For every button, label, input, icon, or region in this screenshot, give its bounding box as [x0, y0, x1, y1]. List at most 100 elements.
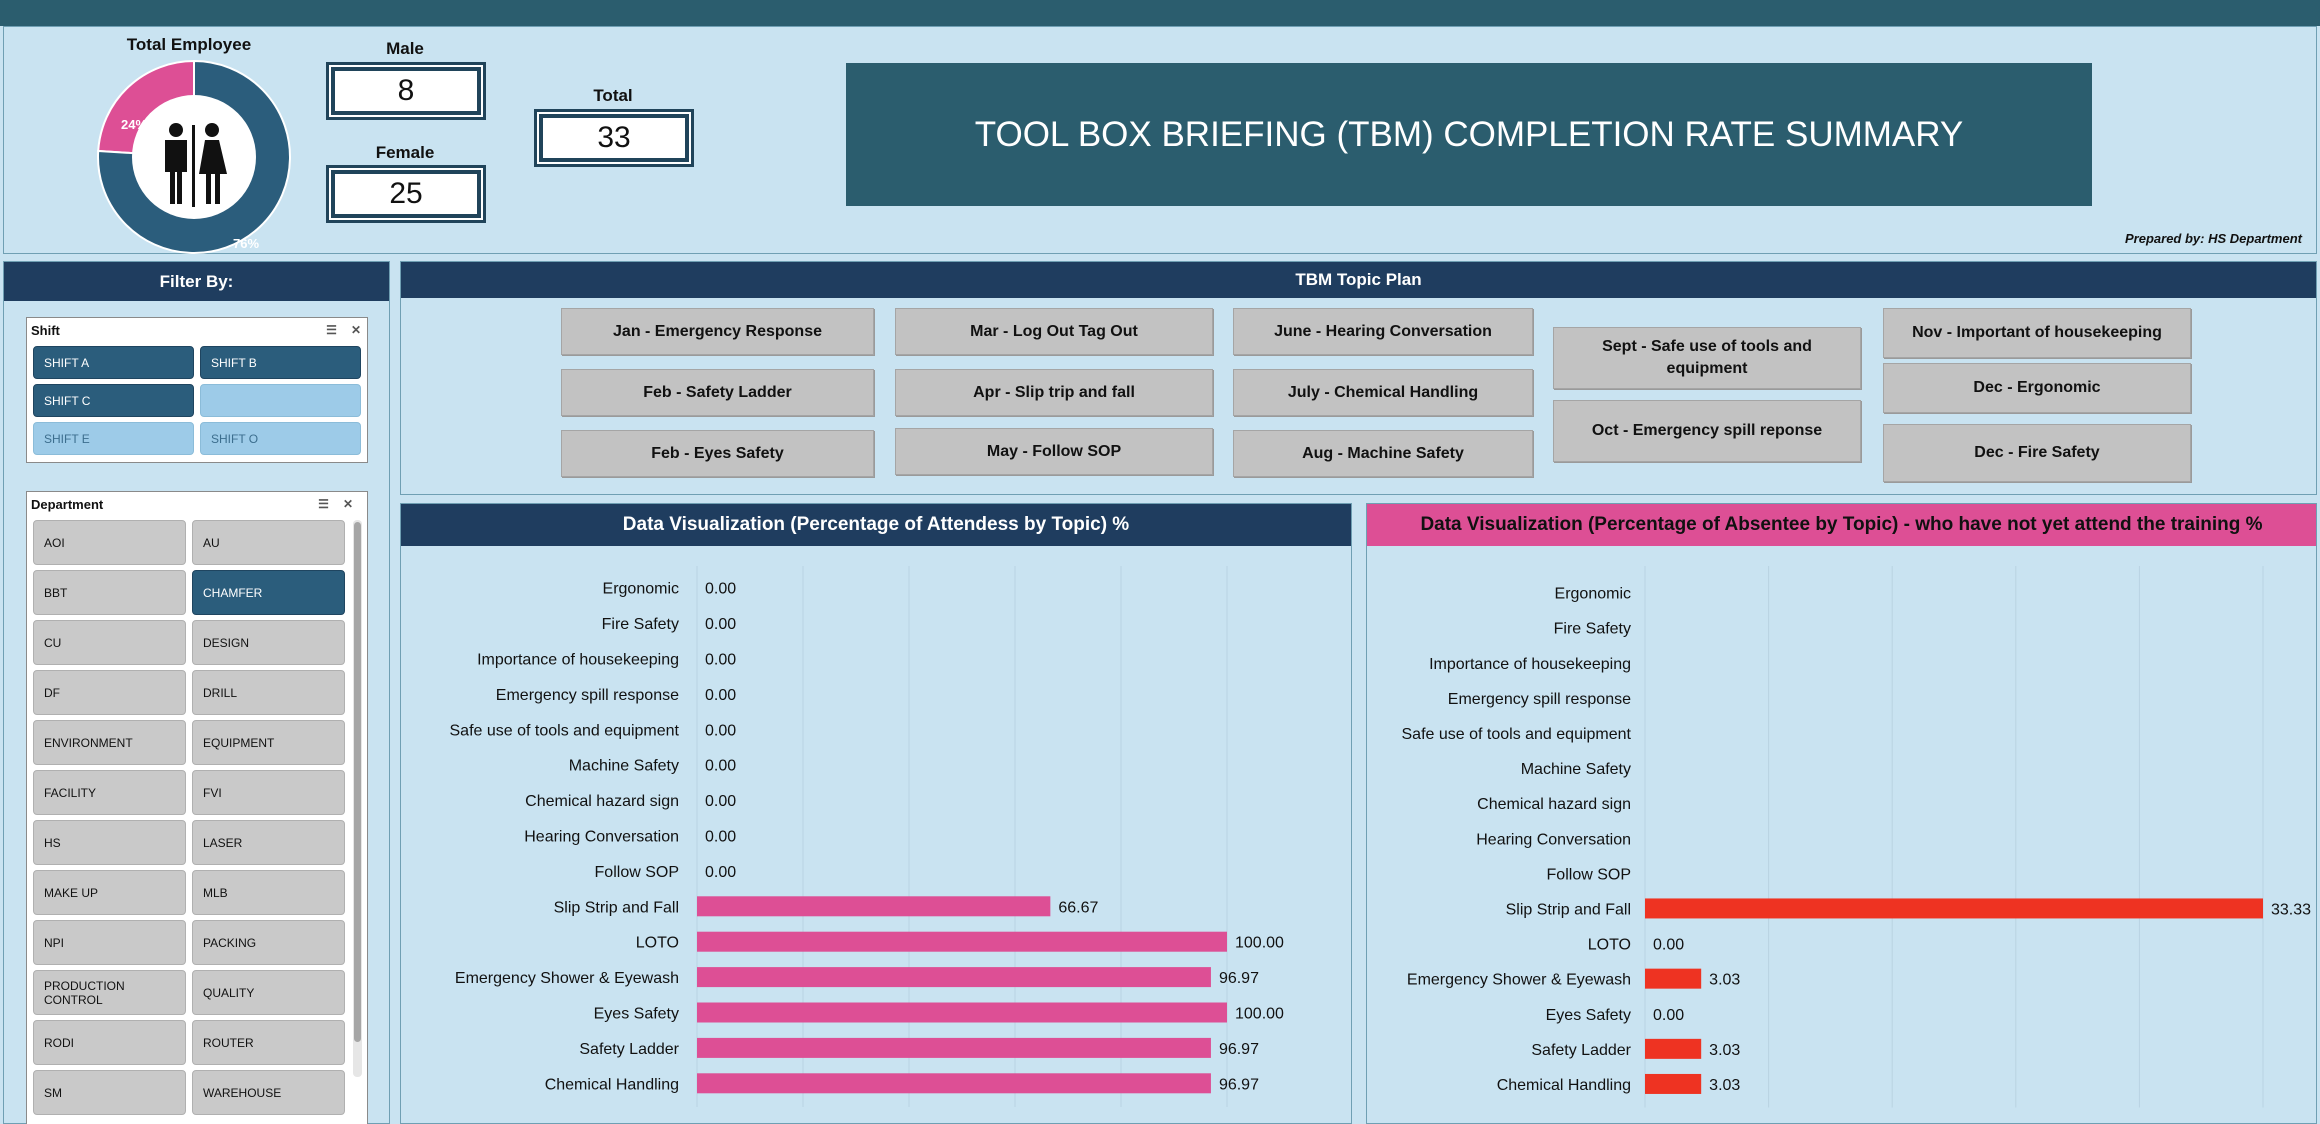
data-label: 0.00: [705, 722, 736, 739]
category-label: Hearing Conversation: [1476, 831, 1631, 848]
slicer-item[interactable]: SHIFT C: [33, 384, 194, 417]
donut-title: Total Employee: [126, 35, 252, 54]
attendee-bar-chart: Ergonomic 0.00 Fire Safety 0.00 Importance o…: [450, 566, 1284, 1107]
slicer-item[interactable]: DESIGN: [192, 620, 345, 665]
slicer-item[interactable]: WAREHOUSE: [192, 1070, 345, 1115]
slicer-item[interactable]: ROUTER: [192, 1020, 345, 1065]
bar: [697, 896, 1051, 917]
female-count: 25: [329, 168, 483, 220]
page-title: TOOL BOX BRIEFING (TBM) COMPLETION RATE …: [846, 63, 2092, 206]
category-label: Machine Safety: [1521, 761, 1631, 778]
topic-button[interactable]: Aug - Machine Safety: [1233, 430, 1533, 477]
category-label: Fire Safety: [602, 616, 679, 633]
category-label: Machine Safety: [569, 758, 679, 775]
department-scrollbar[interactable]: [353, 520, 362, 1077]
topic-button[interactable]: Oct - Emergency spill reponse: [1553, 400, 1861, 462]
slicer-item[interactable]: EQUIPMENT: [192, 720, 345, 765]
shift-items: SHIFT A SHIFT B SHIFT C SHIFT E SHIFT O: [33, 346, 361, 455]
topic-button[interactable]: Apr - Slip trip and fall: [895, 369, 1213, 416]
attendee-chart-title: Data Visualization (Percentage of Attend…: [401, 504, 1351, 546]
slicer-item[interactable]: MAKE UP: [33, 870, 186, 915]
data-label: 0.00: [1653, 937, 1684, 954]
slicer-item[interactable]: SM: [33, 1070, 186, 1115]
category-label: Emergency spill response: [1448, 691, 1631, 708]
data-label: 96.97: [1219, 1076, 1259, 1093]
category-label: LOTO: [1588, 937, 1631, 954]
topic-button[interactable]: May - Follow SOP: [895, 428, 1213, 475]
slicer-item[interactable]: SHIFT O: [200, 422, 361, 455]
slicer-item[interactable]: SHIFT A: [33, 346, 194, 379]
category-label: Emergency Shower & Eyewash: [1407, 972, 1631, 989]
data-label: 0.00: [705, 652, 736, 669]
category-label: Emergency Shower & Eyewash: [455, 970, 679, 987]
male-donut-slice: [97, 59, 291, 254]
data-label: 0.00: [705, 829, 736, 846]
scrollbar-thumb[interactable]: [354, 522, 361, 1042]
category-label: Safe use of tools and equipment: [450, 722, 680, 739]
slicer-item[interactable]: FACILITY: [33, 770, 186, 815]
slicer-item[interactable]: PACKING: [192, 920, 345, 965]
slicer-item[interactable]: PRODUCTION CONTROL: [33, 970, 186, 1015]
slicer-item[interactable]: BBT: [33, 570, 186, 615]
total-label: Total: [593, 86, 633, 105]
slicer-item[interactable]: DF: [33, 670, 186, 715]
slicer-item[interactable]: CHAMFER: [192, 570, 345, 615]
slicer-item[interactable]: RODI: [33, 1020, 186, 1065]
topic-button[interactable]: Feb - Safety Ladder: [561, 369, 874, 416]
department-items: AOI AU BBT CHAMFER CU DESIGN DF DRILL ENVIRONMEN…: [33, 520, 345, 1115]
topic-button[interactable]: July - Chemical Handling: [1233, 369, 1533, 416]
data-label: 96.97: [1219, 970, 1259, 987]
bar: [1645, 898, 2263, 919]
slicer-item[interactable]: [200, 384, 361, 417]
data-label: 0.00: [705, 687, 736, 704]
topic-button[interactable]: Dec - Fire Safety: [1883, 424, 2191, 482]
slicer-item[interactable]: MLB: [192, 870, 345, 915]
slicer-item[interactable]: LASER: [192, 820, 345, 865]
slicer-item[interactable]: AOI: [33, 520, 186, 565]
absentee-bar-chart: Ergonomic Fire Safety Importance of housek…: [1402, 566, 2311, 1108]
data-label: 96.97: [1219, 1041, 1259, 1058]
topic-plan-title: TBM Topic Plan: [401, 262, 2316, 298]
slicer-item[interactable]: ENVIRONMENT: [33, 720, 186, 765]
absentee-chart-panel: Data Visualization (Percentage of Absent…: [1366, 503, 2317, 1124]
data-label: 0.00: [705, 793, 736, 810]
category-label: Hearing Conversation: [524, 829, 679, 846]
data-label: 3.03: [1709, 1042, 1740, 1059]
multi-select-icon[interactable]: ☰: [326, 323, 337, 337]
bar: [1645, 968, 1702, 989]
attendee-chart-panel: Data Visualization (Percentage of Attend…: [400, 503, 1352, 1124]
topic-button[interactable]: Jan - Emergency Response: [561, 308, 874, 355]
data-label: 100.00: [1235, 1006, 1284, 1023]
slicer-item[interactable]: QUALITY: [192, 970, 345, 1015]
category-label: Slip Strip and Fall: [554, 899, 679, 916]
data-label: 0.00: [705, 864, 736, 881]
topic-button[interactable]: Feb - Eyes Safety: [561, 430, 874, 477]
category-label: Eyes Safety: [1546, 1007, 1631, 1024]
category-label: Chemical hazard sign: [1477, 796, 1631, 813]
slicer-item[interactable]: NPI: [33, 920, 186, 965]
topic-button[interactable]: Sept - Safe use of tools and equipment: [1553, 327, 1861, 389]
clear-filter-icon[interactable]: ✕: [350, 323, 361, 337]
male-count: 8: [329, 65, 483, 117]
slicer-item[interactable]: HS: [33, 820, 186, 865]
clear-filter-icon[interactable]: ✕: [342, 497, 353, 511]
category-label: Chemical hazard sign: [525, 793, 679, 810]
topic-button[interactable]: June - Hearing Conversation: [1233, 308, 1533, 355]
data-label: 3.03: [1709, 1077, 1740, 1094]
category-label: Slip Strip and Fall: [1506, 901, 1631, 918]
slicer-item[interactable]: AU: [192, 520, 345, 565]
female-percent-label: 24%: [121, 117, 147, 132]
slicer-item[interactable]: DRILL: [192, 670, 345, 715]
topic-button[interactable]: Nov - Important of housekeeping: [1883, 308, 2191, 358]
multi-select-icon[interactable]: ☰: [318, 497, 329, 511]
topic-button[interactable]: Dec - Ergonomic: [1883, 363, 2191, 413]
bar: [697, 931, 1227, 952]
category-label: Safety Ladder: [579, 1041, 679, 1058]
data-label: 66.67: [1058, 899, 1098, 916]
slicer-item[interactable]: SHIFT E: [33, 422, 194, 455]
slicer-item[interactable]: CU: [33, 620, 186, 665]
category-label: Importance of housekeeping: [477, 652, 679, 669]
topic-button[interactable]: Mar - Log Out Tag Out: [895, 308, 1213, 355]
slicer-item[interactable]: FVI: [192, 770, 345, 815]
slicer-item[interactable]: SHIFT B: [200, 346, 361, 379]
